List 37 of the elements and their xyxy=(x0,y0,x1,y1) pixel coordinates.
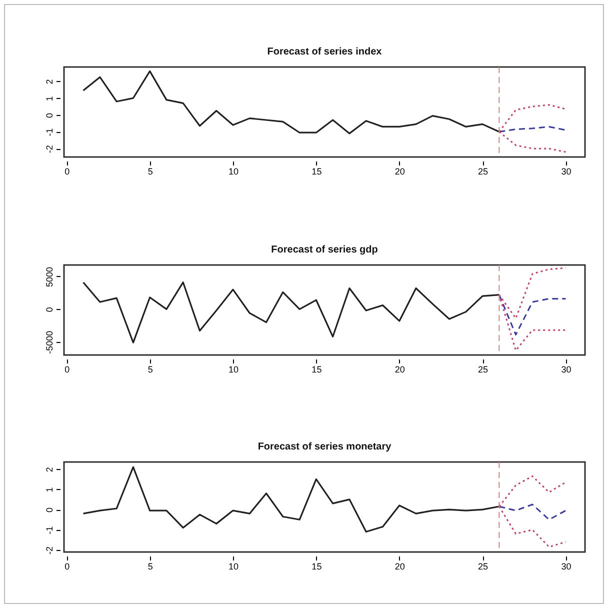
x-tick-label: 20 xyxy=(394,562,405,572)
x-tick-label: 25 xyxy=(478,166,488,176)
chart-title: Forecast of series gdp xyxy=(271,244,378,256)
x-tick-label: 0 xyxy=(64,562,70,572)
y-tick-label: -2 xyxy=(44,546,54,554)
y-tick-label: -1 xyxy=(44,128,54,136)
x-tick-label: 15 xyxy=(312,562,322,572)
x-tick-label: 0 xyxy=(64,166,70,176)
x-tick-label: 5 xyxy=(148,562,153,572)
x-tick-label: 30 xyxy=(561,166,572,176)
chart-title: Forecast of series monetary xyxy=(258,442,392,452)
x-tick-label: 5 xyxy=(148,364,153,374)
x-tick-label: 20 xyxy=(394,364,405,374)
y-tick-label: 2 xyxy=(44,467,54,472)
y-tick-label: -1 xyxy=(44,526,54,534)
y-tick-label: -2 xyxy=(44,145,54,154)
x-tick-label: 25 xyxy=(478,562,488,572)
x-tick-label: 10 xyxy=(228,364,239,374)
y-tick-label: -5000 xyxy=(44,330,54,354)
x-tick-label: 15 xyxy=(312,166,322,176)
x-tick-label: 25 xyxy=(478,364,488,374)
x-tick-label: 20 xyxy=(394,166,405,176)
y-tick-label: 5000 xyxy=(44,266,54,287)
x-tick-label: 10 xyxy=(228,166,239,176)
x-tick-label: 30 xyxy=(561,562,572,572)
y-tick-label: 0 xyxy=(44,112,54,118)
x-tick-label: 5 xyxy=(148,166,153,176)
x-tick-label: 10 xyxy=(228,562,239,572)
x-tick-label: 15 xyxy=(312,364,322,374)
x-tick-label: 30 xyxy=(561,364,572,374)
y-tick-label: 0 xyxy=(44,307,54,312)
y-tick-label: 2 xyxy=(44,79,54,84)
x-tick-label: 0 xyxy=(64,364,70,374)
y-tick-label: 0 xyxy=(44,508,54,513)
chart-title: Forecast of series index xyxy=(267,46,382,58)
y-tick-label: 1 xyxy=(44,96,54,102)
y-tick-label: 1 xyxy=(44,487,54,492)
